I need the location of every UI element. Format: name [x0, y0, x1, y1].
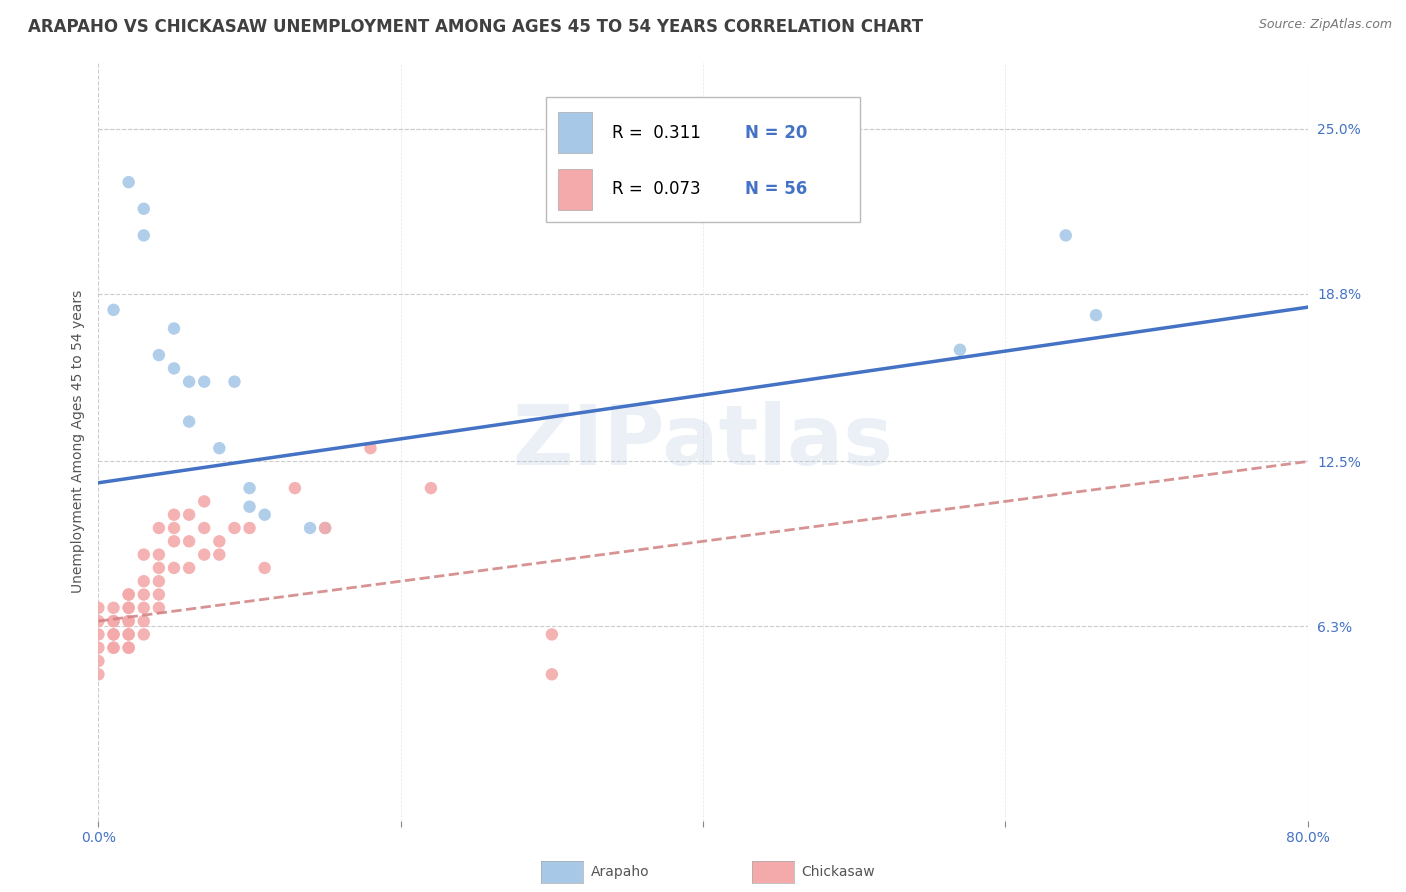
Point	[132, 627, 155, 641]
Point	[87, 627, 110, 641]
Point	[87, 600, 110, 615]
Text: R =  0.073: R = 0.073	[613, 180, 702, 198]
Point	[179, 415, 201, 429]
Point	[103, 614, 125, 628]
Point	[132, 587, 155, 601]
Text: R =  0.311: R = 0.311	[613, 124, 702, 142]
Point	[193, 548, 215, 562]
Point	[540, 667, 562, 681]
Point	[87, 640, 110, 655]
Point	[239, 521, 262, 535]
FancyBboxPatch shape	[546, 96, 860, 221]
Y-axis label: Unemployment Among Ages 45 to 54 years: Unemployment Among Ages 45 to 54 years	[70, 290, 84, 593]
Point	[420, 481, 443, 495]
Point	[314, 521, 336, 535]
Point	[284, 481, 307, 495]
Point	[118, 640, 141, 655]
FancyBboxPatch shape	[558, 112, 592, 153]
Point	[179, 561, 201, 575]
Point	[148, 600, 170, 615]
Point	[118, 627, 141, 641]
Point	[208, 534, 231, 549]
Point	[208, 548, 231, 562]
Point	[132, 548, 155, 562]
FancyBboxPatch shape	[558, 169, 592, 211]
Point	[118, 600, 141, 615]
Point	[163, 561, 186, 575]
Point	[132, 600, 155, 615]
Point	[132, 228, 155, 243]
Point	[148, 574, 170, 589]
Point	[208, 441, 231, 455]
Text: N = 20: N = 20	[745, 124, 807, 142]
Point	[193, 494, 215, 508]
Point	[179, 508, 201, 522]
Point	[118, 614, 141, 628]
Point	[224, 375, 246, 389]
Point	[239, 481, 262, 495]
Point	[103, 302, 125, 317]
Point	[132, 614, 155, 628]
Point	[132, 574, 155, 589]
Point	[949, 343, 972, 357]
Point	[163, 508, 186, 522]
Point	[87, 614, 110, 628]
Point	[148, 548, 170, 562]
Point	[360, 441, 382, 455]
Point	[299, 521, 322, 535]
Point	[118, 640, 141, 655]
Point	[224, 521, 246, 535]
Point	[193, 375, 215, 389]
Point	[540, 627, 562, 641]
Point	[1054, 228, 1077, 243]
Point	[118, 587, 141, 601]
Point	[118, 614, 141, 628]
Point	[314, 521, 336, 535]
Point	[148, 348, 170, 362]
Point	[132, 202, 155, 216]
Point	[148, 587, 170, 601]
Point	[253, 561, 276, 575]
Text: Arapaho: Arapaho	[591, 865, 650, 880]
Point	[1085, 308, 1108, 322]
Point	[87, 654, 110, 668]
Point	[179, 375, 201, 389]
Point	[103, 640, 125, 655]
Point	[193, 521, 215, 535]
Point	[103, 627, 125, 641]
Point	[103, 600, 125, 615]
Point	[103, 627, 125, 641]
Point	[87, 667, 110, 681]
Point	[239, 500, 262, 514]
Point	[118, 587, 141, 601]
Point	[148, 521, 170, 535]
Point	[103, 640, 125, 655]
Text: Source: ZipAtlas.com: Source: ZipAtlas.com	[1258, 18, 1392, 31]
Point	[253, 508, 276, 522]
Point	[179, 534, 201, 549]
Point	[103, 614, 125, 628]
Point	[118, 627, 141, 641]
Point	[118, 175, 141, 189]
Text: ARAPAHO VS CHICKASAW UNEMPLOYMENT AMONG AGES 45 TO 54 YEARS CORRELATION CHART: ARAPAHO VS CHICKASAW UNEMPLOYMENT AMONG …	[28, 18, 924, 36]
Point	[118, 600, 141, 615]
Text: Chickasaw: Chickasaw	[801, 865, 875, 880]
Point	[163, 521, 186, 535]
Point	[163, 361, 186, 376]
Point	[148, 561, 170, 575]
Text: N = 56: N = 56	[745, 180, 807, 198]
Point	[163, 321, 186, 335]
Point	[163, 534, 186, 549]
Text: ZIPatlas: ZIPatlas	[513, 401, 893, 482]
